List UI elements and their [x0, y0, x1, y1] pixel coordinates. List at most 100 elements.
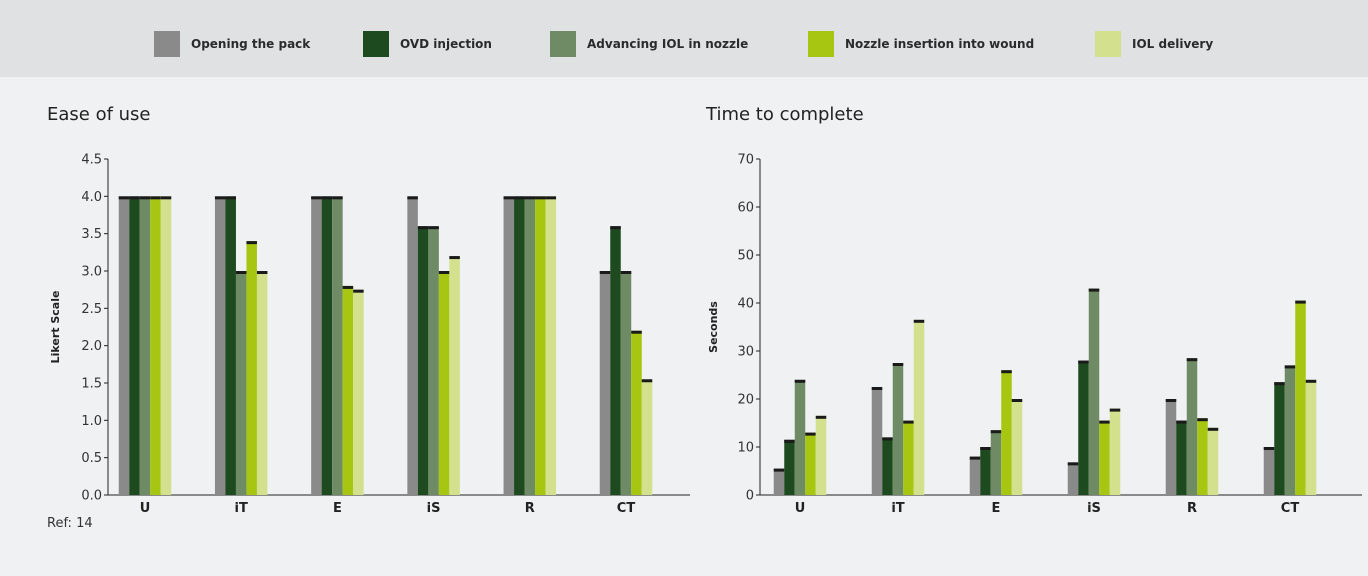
bar-cap — [332, 196, 343, 200]
bar — [514, 196, 525, 496]
bar-cap — [246, 241, 257, 245]
bar — [407, 196, 418, 496]
bar — [610, 226, 621, 495]
bar — [1176, 420, 1187, 495]
reference-note: Ref: 14 — [47, 516, 93, 531]
y-tick-label: 4.5 — [81, 153, 102, 168]
category-label: iT — [235, 501, 248, 516]
category-label: iS — [1087, 501, 1101, 516]
bar-cap — [1274, 382, 1285, 386]
bar — [535, 196, 546, 496]
bar — [913, 319, 925, 495]
bar — [892, 363, 904, 495]
y-tick-label: 4.0 — [81, 190, 102, 205]
y-tick-label: 40 — [737, 297, 754, 312]
bar — [139, 196, 151, 496]
bar-cap — [1186, 358, 1198, 362]
bar-cap — [438, 271, 450, 274]
legend-swatch — [1095, 31, 1121, 57]
y-tick-label: 1.5 — [81, 377, 102, 392]
bar-cap — [871, 387, 883, 390]
y-tick-label: 2.0 — [81, 339, 102, 354]
bar-cap — [805, 432, 816, 436]
bar — [118, 196, 130, 496]
bar — [969, 456, 981, 495]
legend-label: Advancing IOL in nozzle — [587, 37, 749, 51]
bar — [1078, 360, 1089, 495]
bar-cap — [882, 437, 893, 441]
bar-cap — [815, 415, 827, 419]
bar-cap — [428, 226, 439, 230]
category-label: CT — [1281, 501, 1300, 516]
bar — [620, 271, 632, 495]
legend-label: OVD injection — [400, 37, 492, 51]
bar-cap — [1305, 379, 1317, 383]
bar-cap — [1109, 408, 1121, 412]
bar — [599, 271, 611, 495]
bar-cap — [353, 289, 364, 293]
bar-cap — [160, 196, 172, 200]
y-tick-label: 30 — [737, 345, 754, 360]
bar — [256, 271, 268, 495]
bar-cap — [1207, 427, 1219, 431]
bar — [773, 468, 785, 495]
bar — [990, 430, 1002, 495]
bar — [641, 379, 653, 495]
bar — [1088, 288, 1100, 495]
bar — [225, 196, 236, 496]
bar-cap — [1099, 420, 1110, 424]
bar-cap — [610, 226, 621, 230]
bar — [342, 285, 354, 495]
bar-cap — [599, 271, 611, 274]
y-tick-label: 50 — [737, 249, 754, 264]
bar — [1109, 408, 1121, 495]
bar-cap — [118, 196, 130, 200]
bar-cap — [892, 363, 904, 366]
bar — [1284, 365, 1296, 495]
bar-cap — [1001, 370, 1012, 374]
legend-swatch — [550, 31, 576, 57]
bar-cap — [620, 271, 632, 274]
bar-cap — [969, 456, 981, 460]
category-label: R — [1187, 501, 1197, 516]
category-label: U — [795, 501, 806, 516]
bar-cap — [545, 196, 557, 200]
bar — [980, 447, 991, 495]
legend-swatch — [154, 31, 180, 57]
bar-cap — [514, 196, 525, 200]
bar — [311, 196, 322, 496]
bar — [784, 439, 795, 495]
y-tick-label: 3.5 — [81, 227, 102, 242]
bar — [235, 271, 247, 495]
y-tick-label: 0.0 — [81, 489, 102, 504]
bar-cap — [980, 447, 991, 450]
bar-cap — [342, 285, 354, 289]
category-label: R — [525, 501, 535, 516]
bar — [353, 289, 364, 495]
bar — [1263, 447, 1275, 495]
bar-cap — [773, 468, 785, 472]
bar — [815, 415, 827, 495]
bar — [150, 196, 161, 496]
legend-swatch — [808, 31, 834, 57]
bar — [1295, 300, 1306, 495]
bar-cap — [784, 439, 795, 443]
bar — [438, 271, 450, 495]
legend-swatch — [363, 31, 389, 57]
bar-cap — [311, 196, 322, 200]
chart-title-time: Time to complete — [706, 104, 864, 125]
chart-title-ease: Ease of use — [47, 104, 151, 125]
bar — [524, 196, 536, 496]
bar-cap — [631, 330, 642, 334]
bar-cap — [225, 196, 236, 200]
category-label: iT — [891, 501, 904, 516]
y-tick-label: 1.0 — [81, 414, 102, 429]
bar-cap — [407, 196, 418, 200]
bar — [631, 330, 642, 495]
bar-cap — [256, 271, 268, 274]
bar-cap — [913, 319, 925, 323]
bar-cap — [417, 226, 429, 230]
y-tick-label: 70 — [737, 153, 754, 168]
y-axis-label: Seconds — [707, 301, 720, 353]
bar — [1186, 358, 1198, 495]
